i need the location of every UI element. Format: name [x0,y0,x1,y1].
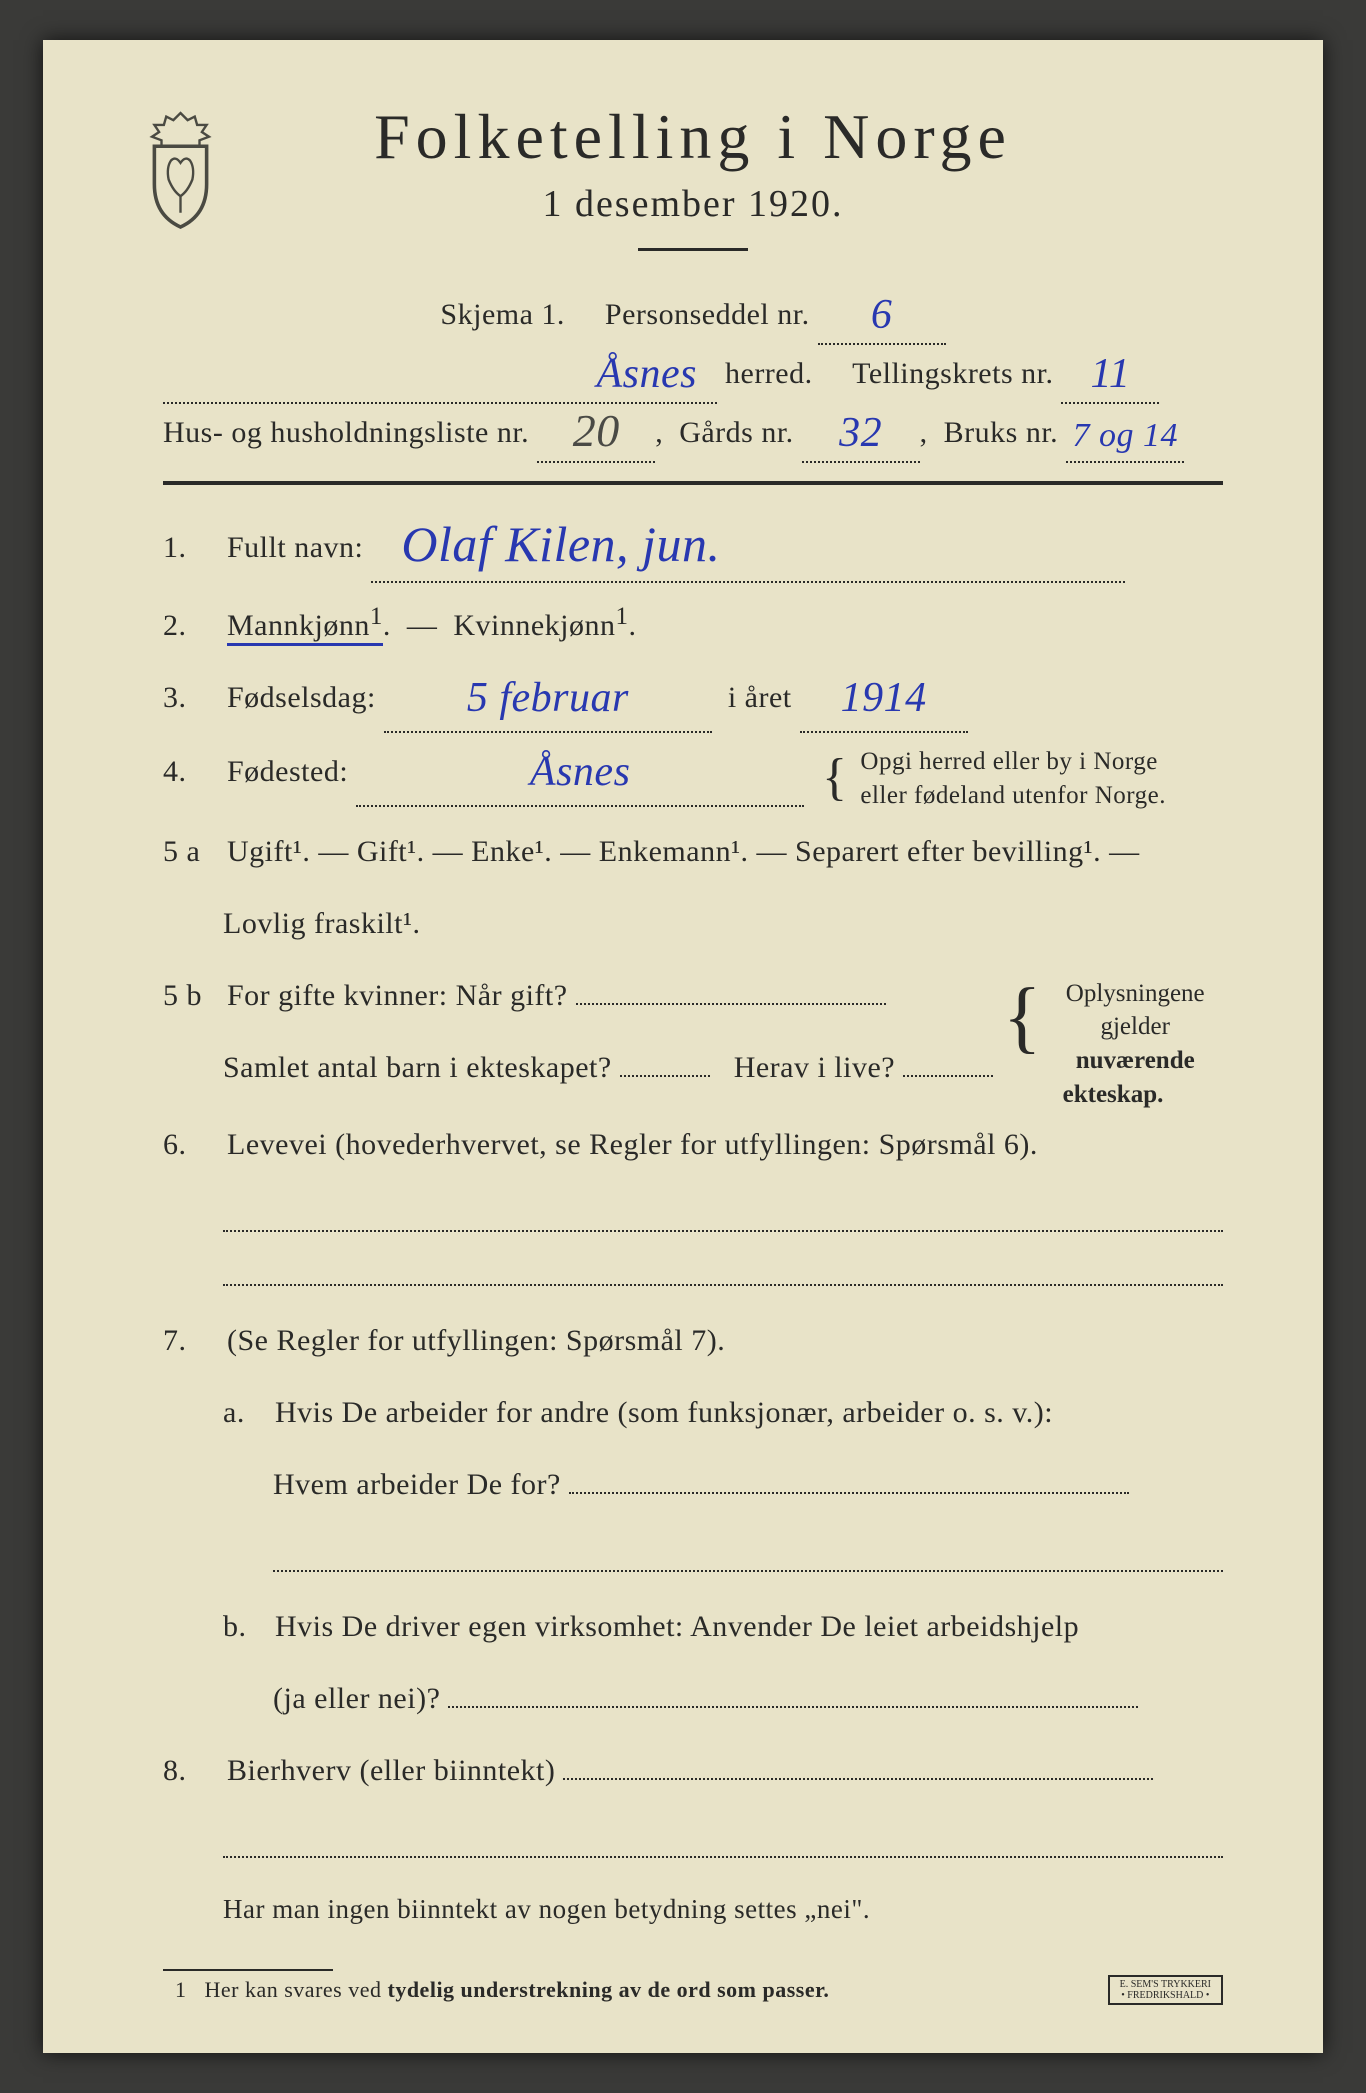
q7a-l1: Hvis De arbeider for andre (som funksjon… [275,1396,1053,1429]
q4-row: 4. Fødested: Åsnes { Opgi herred eller b… [163,739,1223,813]
q3-num: 3. [163,665,219,731]
q8-note: Har man ingen biinntekt av nogen betydni… [223,1880,1223,1939]
personseddel-label: Personseddel nr. [605,298,810,331]
q5a-row: 5 a Ugift¹. — Gift¹. — Enke¹. — Enkemann… [163,819,1223,885]
q2-mann: Mannkjønn1 [227,609,383,646]
tellingskrets-nr: 11 [1091,358,1131,392]
bruks-nr: 7 og 14 [1072,422,1178,449]
q7-text: (Se Regler for utfyllingen: Spørsmål 7). [227,1324,725,1357]
q4-label: Fødested: [227,755,348,788]
bruks-label: Bruks nr. [944,416,1059,449]
brace-icon: { [822,755,847,802]
q6-num: 6. [163,1112,219,1178]
herred-value: Åsnes [597,358,698,392]
q3-day: 5 februar [467,682,629,716]
tellingskrets-label: Tellingskrets nr. [852,357,1053,390]
q1-label: Fullt navn: [227,531,363,564]
q7b-l1: Hvis De driver egen virksomhet: Anvender… [275,1610,1079,1643]
q5b-label: For gifte kvinner: Når gift? [227,979,568,1012]
gards-nr: 32 [839,417,882,451]
q3-year-label: i året [728,681,792,714]
gards-label: Gårds nr. [679,416,793,449]
main-title: Folketelling i Norge [163,100,1223,174]
census-form-page: Folketelling i Norge 1 desember 1920. Sk… [43,40,1323,2053]
q5b-num: 5 b [163,963,219,1029]
title-divider [638,248,748,251]
footnote-rule [163,1969,333,1971]
q8-num: 8. [163,1738,219,1804]
q5a-num: 5 a [163,819,219,885]
q5b-l2b: Herav i live? [734,1051,895,1084]
q6-blank-2 [223,1254,1223,1286]
skjema-label: Skjema 1. [440,298,565,331]
q1-value: Olaf Kilen, jun. [401,524,720,564]
q7-row: 7. (Se Regler for utfyllingen: Spørsmål … [163,1308,1223,1374]
q7-num: 7. [163,1308,219,1374]
husliste-label: Hus- og husholdningsliste nr. [163,416,529,449]
header-rule [163,481,1223,485]
q8-blank [223,1826,1223,1858]
q6-blank-1 [223,1200,1223,1232]
printer-stamp: E. SEM'S TRYKKERI • FREDRIKSHALD • [1108,1975,1223,2005]
q3-year: 1914 [841,682,927,716]
q7b-row-2: (ja eller nei)? [273,1666,1223,1732]
q6-row: 6. Levevei (hovederhvervet, se Regler fo… [163,1112,1223,1178]
q5b-row: 5 b For gifte kvinner: Når gift? Samlet … [163,963,1223,1112]
q5a-row-2: Lovlig fraskilt¹. [223,891,1223,957]
q3-row: 3. Fødselsdag: 5 februar i året 1914 [163,665,1223,733]
q7a-row: a. Hvis De arbeider for andre (som funks… [223,1380,1223,1446]
footnote: 1 Her kan svares ved tydelig understrekn… [163,1977,1223,2003]
meta-line-3: Hus- og husholdningsliste nr. 20, Gårds … [163,404,1223,463]
q4-sidenote: { Opgi herred eller by i Norge eller fød… [822,745,1166,813]
q7b-row: b. Hvis De driver egen virksomhet: Anven… [223,1594,1223,1660]
husliste-nr: 20 [573,413,620,450]
q7b-num: b. [223,1594,267,1660]
q7a-num: a. [223,1380,267,1446]
q8-label: Bierhverv (eller biinntekt) [227,1754,555,1787]
form-header: Folketelling i Norge 1 desember 1920. [163,100,1223,251]
q1-row: 1. Fullt navn: Olaf Kilen, jun. [163,515,1223,583]
q4-num: 4. [163,739,219,805]
subtitle-date: 1 desember 1920. [163,182,1223,226]
q7a-l2: Hvem arbeider De for? [273,1468,561,1501]
q5b-l2a: Samlet antal barn i ekteskapet? [223,1051,612,1084]
q5a-options: Ugift¹. — Gift¹. — Enke¹. — Enkemann¹. —… [227,835,1140,868]
q5b-sidenote: { Oplysningene gjelder nuværende ekteska… [1003,977,1223,1112]
q7a-blank [273,1540,1223,1572]
q8-row: 8. Bierhverv (eller biinntekt) [163,1738,1223,1804]
q2-kvinne: Kvinnekjønn1 [453,609,628,642]
meta-line-2: Åsnes herred. Tellingskrets nr. 11 [163,345,1223,404]
q2-row: 2. Mannkjønn1. — Kvinnekjønn1. [163,589,1223,659]
q6-text: Levevei (hovederhvervet, se Regler for u… [227,1128,1038,1161]
brace-icon: { [1003,981,1041,1053]
personseddel-nr: 6 [871,299,893,333]
q1-num: 1. [163,515,219,581]
q5a-line2: Lovlig fraskilt¹. [223,907,420,940]
q7a-row-2: Hvem arbeider De for? [273,1452,1223,1518]
herred-label: herred. [725,357,813,390]
coat-of-arms-icon [133,110,228,230]
q3-label: Fødselsdag: [227,681,376,714]
q7b-l2: (ja eller nei)? [273,1682,440,1715]
q4-value: Åsnes [530,756,631,790]
q2-num: 2. [163,593,219,659]
meta-line-1: Skjema 1. Personseddel nr. 6 [163,286,1223,345]
